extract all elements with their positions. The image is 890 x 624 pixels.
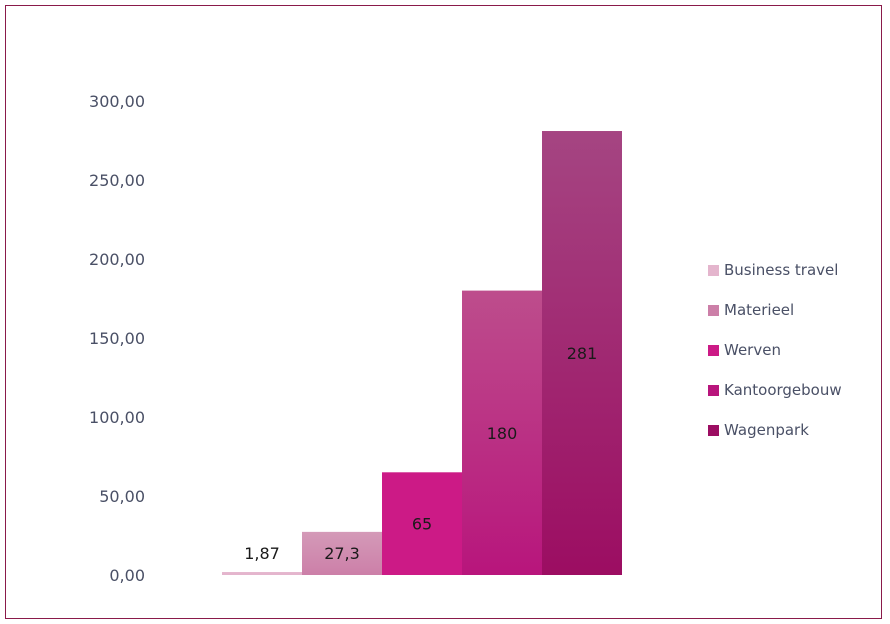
- bar-wagenpark: [542, 131, 622, 575]
- y-tick-label: 150,00: [89, 329, 145, 348]
- data-labels-group: 1,87 27,3 65 180 281: [244, 344, 597, 563]
- bar-werven: [382, 472, 462, 575]
- y-axis: 0,00 50,00 100,00 150,00 200,00 250,00 300,00: [89, 92, 145, 585]
- y-tick-label: 200,00: [89, 250, 145, 269]
- legend-swatch: [708, 425, 719, 436]
- legend: Business travel Materieel Werven Kantoorgeb…: [708, 261, 842, 439]
- legend-label: Werven: [724, 341, 781, 359]
- legend-swatch: [708, 305, 719, 316]
- bars-group: [222, 131, 622, 575]
- data-label: 1,87: [244, 544, 280, 563]
- legend-swatch: [708, 345, 719, 356]
- data-label: 281: [567, 344, 598, 363]
- bar-business-travel: [222, 572, 302, 575]
- bar-materieel: [302, 531, 382, 575]
- data-label: 65: [412, 515, 432, 534]
- y-tick-label: 300,00: [89, 92, 145, 111]
- legend-label: Kantoorgebouw: [724, 381, 842, 399]
- data-label: 27,3: [324, 544, 360, 563]
- bar-kantoorgebouw: [462, 290, 542, 575]
- y-tick-label: 50,00: [99, 487, 145, 506]
- y-tick-label: 0,00: [109, 566, 145, 585]
- legend-label: Business travel: [724, 261, 838, 279]
- legend-swatch: [708, 385, 719, 396]
- legend-label: Materieel: [724, 301, 794, 319]
- legend-swatch: [708, 265, 719, 276]
- y-tick-label: 250,00: [89, 171, 145, 190]
- legend-label: Wagenpark: [724, 421, 809, 439]
- data-label: 180: [487, 424, 518, 443]
- y-tick-label: 100,00: [89, 408, 145, 427]
